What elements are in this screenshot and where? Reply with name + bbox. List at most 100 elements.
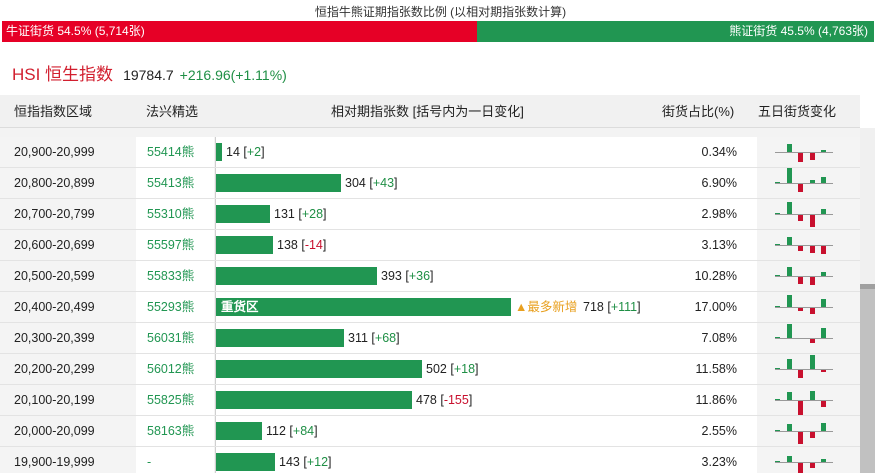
table-row[interactable]: 20,500-20,599 55833熊 393 [+36] 10.28% (0, 261, 860, 292)
sparkline-bar (809, 180, 815, 183)
sparkline-bar (821, 246, 826, 254)
row-warrant-code[interactable]: 55293熊 (136, 292, 214, 322)
index-name[interactable]: HSI 恒生指数 (12, 65, 114, 84)
table-row[interactable]: 20,800-20,899 55413熊 304 [+43] 6.90% (0, 168, 860, 199)
sparkline-bar (809, 355, 815, 369)
contracts-value: 112 [+84] (266, 424, 318, 438)
row-warrant-code[interactable]: 58163熊 (136, 416, 214, 446)
row-range: 19,900-19,999 (14, 455, 95, 469)
contracts-count: 112 (266, 424, 286, 438)
table-row[interactable]: 20,700-20,799 55310熊 131 [+28] 2.98% (0, 199, 860, 230)
table-row[interactable]: 20,300-20,399 56031熊 311 [+68] 7.08% (0, 323, 860, 354)
five-day-sparkline (757, 168, 860, 198)
sparkline-bar (786, 202, 792, 214)
row-contracts-cell: 138 [-14] (215, 230, 645, 260)
sparkline-bar (786, 359, 792, 369)
row-contracts-cell: 311 [+68] (215, 323, 645, 353)
sparkline-baseline (775, 276, 833, 277)
row-range: 20,000-20,099 (14, 424, 95, 438)
sparkline-bar (821, 401, 826, 407)
sparkline-baseline (775, 307, 833, 308)
contracts-value: 304 [+43] (345, 176, 398, 190)
sparkline-bar (798, 308, 803, 311)
row-warrant-code[interactable]: 55310熊 (136, 199, 214, 229)
contracts-delta: -155 (443, 393, 469, 407)
row-warrant-code[interactable]: 56031熊 (136, 323, 214, 353)
row-warrant-code[interactable]: 55414熊 (136, 137, 214, 167)
contracts-bar (216, 143, 222, 161)
contracts-value: 143 [+12] (279, 455, 332, 469)
row-contracts-cell: 131 [+28] (215, 199, 645, 229)
cbbc-table: 恒指指数区域 法兴精选 相对期指张数 [括号内为一日变化] 街货占比(%) 五日… (0, 95, 860, 473)
sparkline-bar (809, 215, 815, 227)
contracts-count: 143 (279, 455, 300, 469)
contracts-delta: -14 (304, 238, 323, 252)
sparkline-bar (821, 272, 826, 276)
table-scrollbar[interactable] (860, 128, 875, 473)
row-warrant-code[interactable]: 55825熊 (136, 385, 214, 415)
table-row[interactable]: 20,600-20,699 55597熊 138 [-14] 3.13% (0, 230, 860, 261)
five-day-sparkline (757, 199, 860, 229)
sparkline-bar (821, 150, 826, 152)
row-range: 20,800-20,899 (14, 176, 95, 190)
row-share: 0.34% (645, 137, 757, 167)
row-share: 2.55% (645, 416, 757, 446)
row-share: 2.98% (645, 199, 757, 229)
table-row[interactable]: 19,900-19,999 - 143 [+12] 3.23% (0, 447, 860, 473)
index-price: 19784.7 (123, 67, 174, 83)
sparkline-baseline (775, 183, 833, 184)
contracts-count: 478 (416, 393, 437, 407)
row-contracts-cell: 502 [+18] (215, 354, 645, 384)
scrollbar-thumb[interactable] (860, 284, 875, 473)
sparkline-bar (821, 459, 826, 462)
sparkline-bar (786, 324, 792, 338)
bear-share-segment: 熊证街货 45.5% (4,763张) (477, 21, 874, 42)
contracts-bar (216, 422, 262, 440)
sparkline-bar (821, 177, 826, 183)
contracts-bar (216, 360, 422, 378)
contracts-bar (216, 453, 275, 471)
sparkline-baseline (775, 462, 833, 463)
row-warrant-code[interactable]: 55833熊 (136, 261, 214, 291)
sparkline-bar (775, 244, 780, 245)
row-share: 11.86% (645, 385, 757, 415)
sparkline-bar (798, 401, 803, 415)
sparkline-bar (786, 237, 792, 245)
sparkline-bar (809, 277, 815, 285)
contracts-delta: +28 (301, 207, 324, 221)
sparkline-baseline (775, 400, 833, 401)
sparkline-bar (775, 275, 780, 276)
contracts-bar (216, 329, 344, 347)
sparkline-bar (821, 370, 826, 372)
row-warrant-code[interactable]: 56012熊 (136, 354, 214, 384)
sparkline-baseline (775, 245, 833, 246)
contracts-delta: +111 (610, 300, 638, 314)
table-body: 20,900-20,999 55414熊 14 [+2] 0.34% 20,800-20… (0, 137, 860, 473)
most-new-badge: ▲最多新增 (515, 300, 578, 314)
sparkline-bar (775, 306, 780, 307)
contracts-bar (216, 174, 341, 192)
sparkline-bar (821, 299, 826, 307)
row-contracts-cell: 143 [+12] (215, 447, 645, 473)
contracts-bar: 重货区 (216, 298, 511, 316)
table-row[interactable]: 20,900-20,999 55414熊 14 [+2] 0.34% (0, 137, 860, 168)
contracts-bar (216, 236, 273, 254)
contracts-count: 393 (381, 269, 402, 283)
table-row[interactable]: 20,100-20,199 55825熊 478 [-155] 11.86% (0, 385, 860, 416)
table-row[interactable]: 20,000-20,099 58163熊 112 [+84] 2.55% (0, 416, 860, 447)
contracts-count: 311 (348, 331, 368, 345)
contracts-value: 502 [+18] (426, 362, 479, 376)
row-warrant-code[interactable]: 55597熊 (136, 230, 214, 260)
row-contracts-cell: 14 [+2] (215, 137, 645, 167)
sparkline-bar (775, 182, 780, 183)
sparkline-bar (809, 246, 815, 253)
five-day-sparkline (757, 416, 860, 446)
rows-top-strip (0, 128, 860, 137)
row-warrant-code[interactable]: 55413熊 (136, 168, 214, 198)
sparkline-baseline (775, 214, 833, 215)
sparkline-baseline (775, 152, 833, 153)
table-row[interactable]: 20,400-20,499 55293熊 重货区 ▲最多新增 718 [+111] 17.… (0, 292, 860, 323)
contracts-count: 502 (426, 362, 447, 376)
header-range: 恒指指数区域 (14, 104, 93, 119)
table-row[interactable]: 20,200-20,299 56012熊 502 [+18] 11.58% (0, 354, 860, 385)
